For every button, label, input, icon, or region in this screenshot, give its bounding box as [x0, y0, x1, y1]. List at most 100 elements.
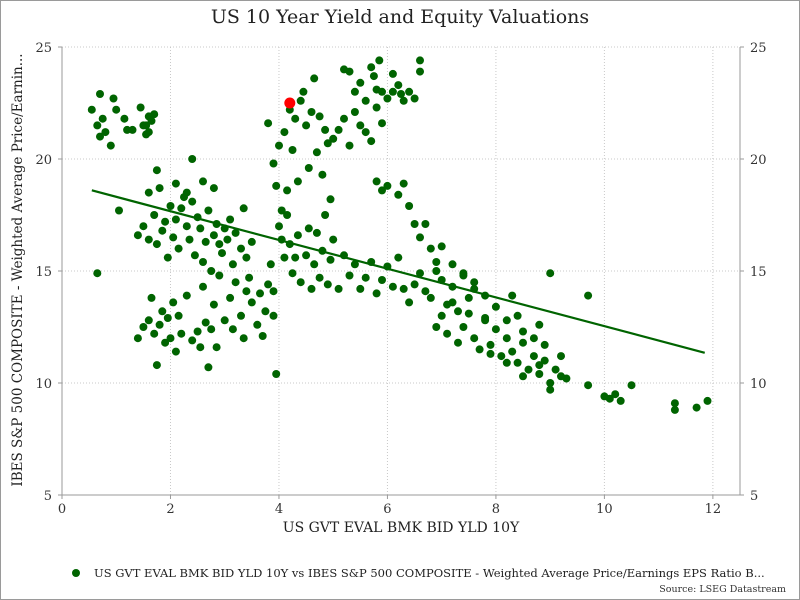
scatter-point: [204, 206, 213, 215]
scatter-point: [150, 211, 159, 219]
scatter-point: [215, 240, 224, 249]
scatter-point: [283, 211, 292, 219]
scatter-point: [367, 137, 376, 146]
scatter-point: [611, 390, 620, 399]
y-tick-label-right: 25: [750, 41, 767, 56]
scatter-point: [293, 177, 302, 186]
scatter-point: [405, 298, 414, 307]
trend-line-group: [91, 189, 706, 354]
scatter-point: [551, 365, 560, 374]
data-points: [87, 56, 712, 414]
scatter-point: [147, 293, 156, 302]
scatter-point: [321, 125, 330, 134]
scatter-point: [136, 103, 145, 112]
scatter-point: [239, 204, 248, 213]
y-tick-label-left: 20: [35, 153, 52, 168]
scatter-point: [190, 251, 199, 260]
scatter-point: [557, 352, 565, 361]
scatter-point: [215, 271, 224, 280]
scatter-point: [375, 56, 384, 65]
x-tick-label: 2: [166, 502, 174, 517]
scatter-point: [242, 253, 251, 262]
scatter-point: [209, 184, 218, 193]
scatter-point: [508, 347, 517, 356]
scatter-point: [426, 293, 435, 302]
scatter-point: [323, 280, 332, 289]
scatter-point: [169, 233, 178, 242]
scatter-point: [519, 372, 527, 381]
scatter-point: [128, 125, 137, 134]
x-axis-label: US GVT EVAL BMK BID YLD 10Y: [282, 520, 520, 536]
scatter-point: [161, 217, 170, 226]
scatter-point: [304, 224, 313, 233]
scatter-point: [350, 87, 359, 96]
latest-point-group: [284, 97, 296, 109]
scatter-point: [394, 81, 403, 90]
scatter-point: [201, 318, 210, 327]
scatter-point: [383, 94, 392, 103]
scatter-point: [394, 190, 403, 199]
scatter-point: [218, 249, 226, 258]
scatter-point: [158, 226, 167, 235]
scatter-point: [106, 141, 115, 150]
scatter-point: [152, 361, 161, 370]
scatter-point: [228, 325, 237, 334]
scatter-point: [196, 343, 205, 352]
scatter-point: [280, 253, 289, 262]
scatter-point: [291, 114, 300, 123]
scatter-point: [529, 334, 538, 343]
scatter-point: [98, 114, 107, 123]
scatter-point: [193, 327, 202, 336]
scatter-point: [185, 235, 194, 244]
scatter-point: [264, 119, 273, 128]
scatter-point: [692, 403, 701, 412]
scatter-point: [388, 87, 397, 96]
scatter-point: [350, 108, 359, 116]
scatter-point: [416, 67, 424, 76]
scatter-point: [272, 370, 281, 378]
scatter-point: [163, 253, 172, 262]
scatter-point: [142, 121, 151, 130]
scatter-point: [481, 314, 490, 322]
scatter-point: [296, 278, 305, 287]
scatter-point: [459, 323, 468, 331]
scatter-point: [307, 108, 316, 116]
scatter-point: [448, 298, 457, 307]
y-tick-label-left: 10: [35, 377, 52, 392]
scatter-point: [93, 121, 102, 130]
scatter-point: [326, 255, 335, 264]
scatter-point: [486, 349, 495, 358]
scatter-point: [266, 260, 275, 269]
scatter-point: [361, 128, 370, 137]
scatter-point: [288, 146, 297, 154]
scatter-point: [670, 405, 679, 414]
scatter-point: [307, 284, 316, 293]
scatter-point: [464, 309, 473, 318]
scatter-point: [152, 166, 161, 175]
scatter-point: [166, 202, 175, 210]
scatter-point: [616, 396, 625, 405]
scatter-point: [223, 235, 232, 244]
x-axis-ticks: 0 2 4 6 8 10 12: [58, 495, 721, 517]
scatter-point: [388, 69, 397, 78]
scatter-point: [310, 260, 319, 269]
scatter-point: [334, 284, 343, 293]
scatter-point: [356, 284, 365, 293]
scatter-point: [540, 340, 549, 349]
scatter-point: [394, 253, 403, 262]
scatter-point: [171, 347, 180, 356]
scatter-point: [155, 184, 164, 193]
scatter-point: [247, 237, 256, 246]
scatter-point: [410, 220, 419, 228]
scatter-point: [502, 334, 511, 343]
scatter-point: [312, 148, 321, 157]
scatter-point: [237, 311, 245, 320]
scatter-point: [237, 244, 245, 253]
scatter-point: [199, 177, 207, 186]
scatter-point: [443, 329, 452, 338]
scatter-point: [188, 336, 197, 345]
scatter-point: [120, 114, 129, 123]
scatter-point: [546, 385, 555, 394]
scatter-point: [269, 159, 278, 168]
scatter-point: [416, 56, 424, 65]
